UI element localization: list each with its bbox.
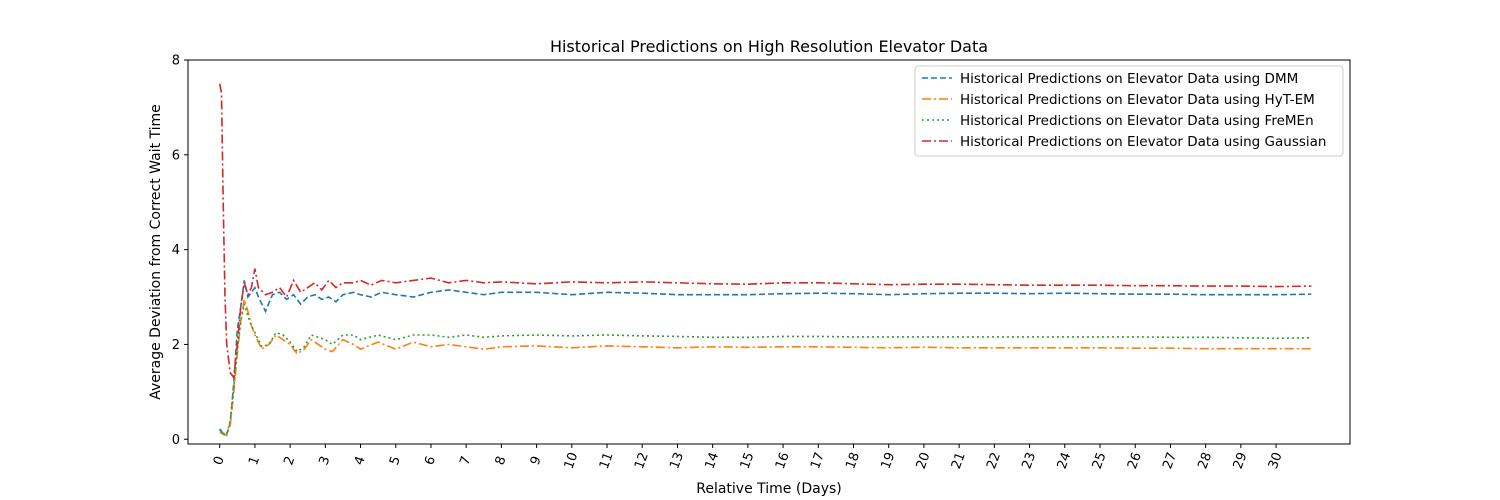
x-tick-label: 23	[1019, 450, 1039, 471]
legend-label-2: Historical Predictions on Elevator Data …	[960, 113, 1314, 129]
x-tick-label: 27	[1160, 450, 1180, 471]
x-tick-label: 11	[597, 450, 617, 471]
x-tick-label: 16	[773, 450, 793, 471]
x-tick-label: 20	[914, 450, 934, 471]
x-tick-label: 12	[632, 450, 652, 471]
x-tick-label: 8	[493, 454, 510, 467]
x-tick-label: 25	[1090, 450, 1110, 471]
series-line-1	[219, 299, 1312, 437]
x-tick-label: 26	[1125, 450, 1145, 471]
legend-label-0: Historical Predictions on Elevator Data …	[960, 71, 1298, 87]
chart-title: Historical Predictions on High Resolutio…	[550, 37, 988, 56]
x-tick-label: 28	[1195, 450, 1215, 471]
y-tick-label: 8	[172, 54, 180, 69]
legend-box	[914, 65, 1344, 157]
x-tick-label: 14	[702, 450, 722, 471]
x-tick-label: 5	[387, 454, 404, 467]
y-tick-label: 6	[172, 148, 180, 163]
x-tick-label: 13	[667, 450, 687, 471]
x-tick-label: 24	[1055, 450, 1075, 471]
x-tick-label: 18	[843, 450, 863, 471]
plot-marks	[218, 83, 1312, 437]
x-tick-label: 17	[808, 450, 828, 471]
x-tick-label: 21	[949, 450, 969, 471]
x-axis-ticks: 0 1 2 3 4 5 6 7 8 9 10 11 12 13 14 15 16 17 18 19 20 21 22 23 24…	[211, 444, 1286, 471]
legend-label-1: Historical Predictions on Elevator Data …	[960, 92, 1315, 108]
x-tick-label: 3	[317, 454, 334, 467]
legend: Historical Predictions on Elevator Data …	[914, 65, 1344, 157]
series-line-0	[219, 280, 1312, 436]
x-tick-label: 19	[879, 450, 899, 471]
y-axis-label: Average Deviation from Correct Wait Time	[148, 104, 164, 400]
y-axis-ticks: 0 2 4 6 8	[172, 54, 188, 448]
y-tick-label: 4	[172, 243, 180, 258]
series-line-3	[218, 83, 1312, 380]
x-tick-label: 6	[422, 454, 439, 467]
x-tick-label: 0	[211, 454, 228, 467]
x-tick-label: 2	[281, 454, 298, 467]
x-tick-label: 29	[1231, 450, 1251, 471]
x-tick-label: 30	[1266, 450, 1286, 471]
x-tick-label: 7	[457, 454, 474, 467]
x-tick-label: 10	[562, 450, 582, 471]
series-line-2	[219, 303, 1312, 436]
x-axis-label: Relative Time (Days)	[696, 481, 841, 497]
x-tick-label: 9	[528, 454, 545, 467]
x-tick-label: 1	[246, 454, 263, 467]
legend-label-3: Historical Predictions on Elevator Data …	[960, 134, 1326, 150]
y-tick-label: 0	[172, 433, 180, 448]
x-tick-label: 22	[984, 450, 1004, 471]
y-tick-label: 2	[172, 338, 180, 353]
x-tick-label: 4	[352, 454, 369, 467]
x-tick-label: 15	[738, 450, 758, 471]
plot-frame	[187, 59, 1351, 445]
